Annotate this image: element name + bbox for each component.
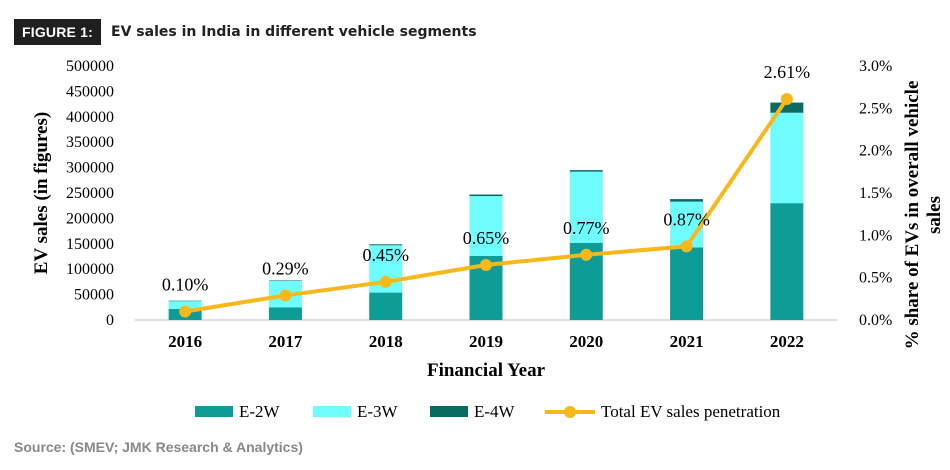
figure-header: FIGURE 1: EV sales in India in different… — [14, 18, 477, 46]
penetration-data-label: 0.77% — [563, 218, 610, 238]
source-note: Source: (SMEV; JMK Research & Analytics) — [14, 439, 303, 455]
x-axis-title: Financial Year — [427, 360, 546, 381]
y-tick-label: 100000 — [66, 261, 114, 278]
legend-swatch-e-4w — [430, 406, 468, 417]
y-tick-label: 0 — [106, 312, 114, 329]
x-tick-label: 2017 — [268, 332, 303, 351]
bar-e-2w — [268, 307, 302, 320]
y-tick-label: 50000 — [74, 287, 114, 304]
x-tick-label: 2020 — [569, 332, 603, 351]
bar-e-3w — [670, 201, 704, 248]
y-right-tick-label: 2.0% — [859, 143, 892, 160]
penetration-point — [680, 240, 693, 253]
penetration-point — [480, 258, 492, 271]
x-tick-label: 2016 — [168, 332, 202, 351]
y-right-axis-title: % share of EVs in overall vehicle — [902, 81, 923, 350]
bar-e-4w — [770, 102, 804, 113]
y-tick-label: 350000 — [66, 134, 114, 151]
y-tick-label: 400000 — [66, 109, 114, 126]
y-right-axis-title-line2: sales — [924, 196, 945, 234]
y-right-tick-label: 1.0% — [859, 227, 892, 244]
y-tick-label: 500000 — [66, 58, 114, 75]
y-tick-label: 450000 — [66, 83, 114, 100]
penetration-data-label: 0.87% — [663, 209, 710, 229]
y-right-tick-label: 1.5% — [859, 185, 892, 202]
bar-e-4w — [569, 170, 603, 172]
bar-e-3w — [469, 196, 503, 256]
x-tick-label: 2018 — [369, 332, 403, 351]
penetration-point — [179, 305, 192, 318]
legend-swatch-e-3w — [313, 406, 351, 417]
bar-e-3w — [168, 301, 202, 309]
bar-e-2w — [670, 247, 704, 320]
y-right-tick-label: 0.0% — [859, 312, 892, 329]
penetration-point — [580, 248, 593, 261]
y-tick-label: 150000 — [66, 236, 114, 253]
y-right-tick-label: 2.5% — [859, 100, 892, 117]
legend-swatch-e-2w — [195, 406, 233, 417]
bar-e-4w — [268, 280, 302, 281]
penetration-point — [279, 289, 292, 302]
x-tick-label: 2019 — [469, 332, 503, 351]
penetration-point — [379, 275, 392, 288]
legend-label: E-4W — [474, 402, 516, 421]
y-tick-label: 200000 — [66, 210, 114, 227]
legend-line-marker — [564, 406, 576, 418]
y-right-tick-label: 3.0% — [859, 58, 892, 75]
legend-label: Total EV sales penetration — [601, 402, 781, 421]
penetration-point — [780, 93, 793, 106]
y-right-tick-label: 0.5% — [859, 270, 892, 287]
bar-e-2w — [770, 203, 804, 320]
legend-label: E-3W — [357, 402, 399, 421]
bar-e-4w — [369, 244, 403, 246]
bar-e-2w — [369, 292, 403, 320]
figure-title: EV sales in India in different vehicle s… — [111, 24, 477, 40]
bar-e-4w — [469, 194, 503, 197]
penetration-data-label: 2.61% — [764, 62, 811, 82]
penetration-data-label: 0.10% — [162, 275, 209, 295]
x-tick-label: 2021 — [670, 332, 704, 351]
bar-e-3w — [569, 171, 603, 243]
penetration-data-label: 0.65% — [463, 228, 510, 248]
y-tick-label: 300000 — [66, 160, 114, 177]
bar-e-4w — [670, 199, 704, 202]
y-tick-label: 250000 — [66, 185, 114, 202]
bar-e-3w — [770, 112, 804, 204]
y-axis-title: EV sales (in figures) — [31, 112, 52, 274]
penetration-data-label: 0.29% — [262, 258, 309, 278]
x-tick-label: 2022 — [770, 332, 804, 351]
bar-e-4w — [168, 300, 202, 302]
legend-label: E-2W — [239, 402, 281, 421]
penetration-data-label: 0.45% — [362, 245, 409, 265]
figure-badge: FIGURE 1: — [14, 19, 102, 45]
